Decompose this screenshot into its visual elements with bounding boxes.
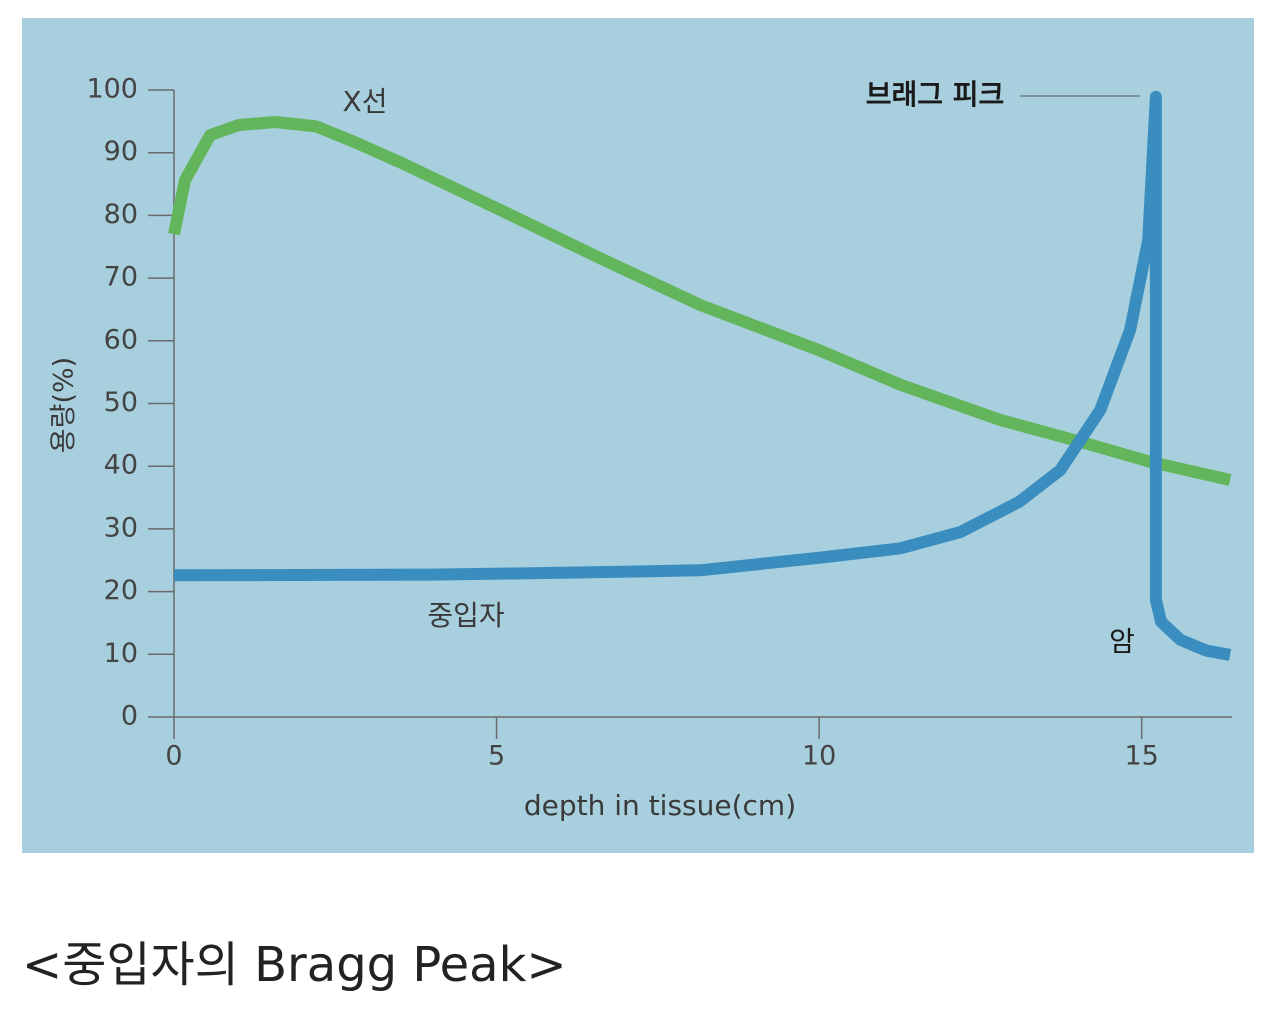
y-tick-label: 70 [104, 262, 138, 293]
series-label: 중입자 [427, 599, 504, 632]
y-axis-label: 용량(%) [49, 357, 80, 453]
x-tick-label: 5 [488, 741, 505, 772]
x-axis-label: depth in tissue(cm) [524, 789, 796, 822]
y-tick-label: 20 [104, 575, 138, 606]
y-tick-label: 80 [104, 199, 138, 230]
y-tick-label: 10 [104, 638, 138, 669]
series-line [173, 90, 1232, 661]
annotation: 브래그 피크 [866, 78, 1005, 111]
y-tick-label: 30 [104, 512, 138, 543]
y-tick-label: 0 [121, 701, 138, 732]
y-tick-label: 40 [104, 450, 138, 481]
x-tick-label: 0 [165, 741, 182, 772]
y-tick-label: 50 [104, 387, 138, 418]
series-line [168, 115, 1232, 486]
x-tick-label: 15 [1125, 741, 1159, 772]
x-tick-label: 10 [802, 741, 836, 772]
annotation: 암 [1109, 625, 1135, 658]
caption: <중입자의 Bragg Peak> [22, 937, 567, 993]
y-tick-label: 60 [104, 324, 138, 355]
series-label: X선 [343, 85, 388, 118]
y-tick-label: 100 [86, 74, 138, 105]
y-tick-label: 90 [104, 136, 138, 167]
